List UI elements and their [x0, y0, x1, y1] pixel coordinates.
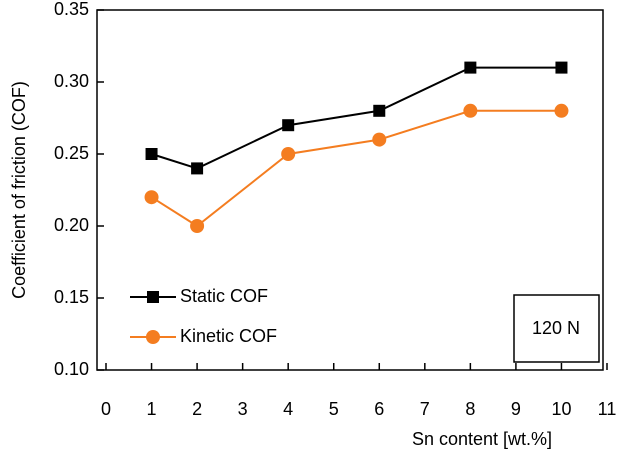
series-line — [151, 109, 562, 228]
y-tick-label: 0.35 — [54, 0, 89, 19]
y-tick-label: 0.30 — [54, 71, 89, 91]
x-tick-label: 1 — [147, 399, 157, 419]
x-tick-label: 0 — [101, 399, 111, 419]
x-tick-label: 4 — [283, 399, 293, 419]
marker — [463, 103, 478, 118]
marker — [190, 219, 205, 233]
marker — [373, 104, 386, 117]
x-tick-label: 8 — [465, 399, 475, 419]
y-tick-label: 0.20 — [54, 215, 89, 235]
y-tick-label: 0.10 — [54, 359, 89, 379]
y-axis-title: Coefficient of friction (COF) — [9, 81, 29, 299]
x-tick-label: 11 — [598, 399, 617, 419]
x-axis-title: Sn content [wt.%] — [412, 429, 552, 449]
marker — [282, 119, 295, 132]
marker — [191, 162, 204, 175]
y-tick-label: 0.15 — [54, 287, 89, 307]
x-tick-label: 7 — [420, 399, 430, 419]
x-tick-label: 5 — [329, 399, 339, 419]
marker — [145, 148, 158, 160]
legend-marker — [146, 330, 160, 344]
marker — [372, 132, 387, 147]
y-tick-label: 0.25 — [54, 143, 89, 163]
legend-label: Kinetic COF — [180, 326, 277, 346]
legend-marker — [147, 291, 159, 303]
annotation: 120 N — [532, 318, 580, 338]
x-tick-label: 10 — [551, 399, 571, 419]
marker — [554, 103, 569, 118]
marker — [281, 147, 296, 161]
annotation-box — [513, 294, 600, 363]
marker — [144, 190, 159, 205]
legend-label: Static COF — [180, 286, 268, 306]
x-tick-label: 6 — [374, 399, 384, 419]
marker — [555, 61, 568, 74]
x-tick-label: 3 — [238, 399, 248, 419]
marker — [464, 61, 477, 74]
x-tick-label: 9 — [511, 399, 521, 419]
x-tick-label: 2 — [192, 399, 202, 419]
plot-frame — [96, 9, 604, 371]
series-line — [151, 66, 562, 170]
